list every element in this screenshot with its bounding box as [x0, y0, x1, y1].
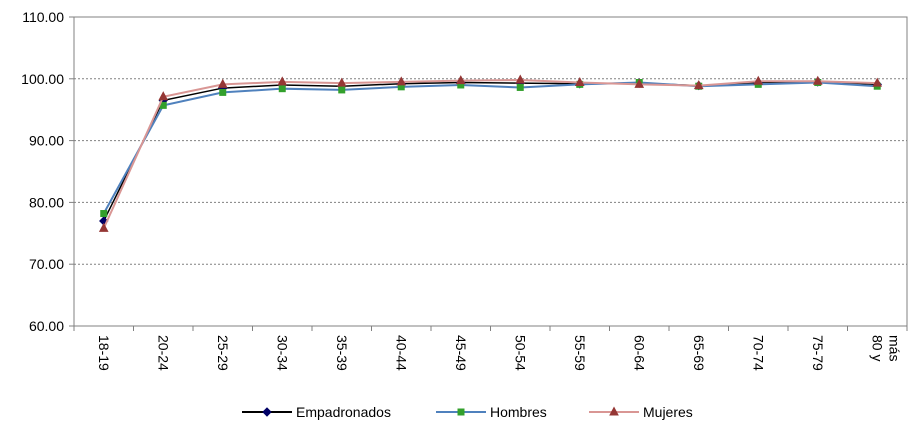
x-tick-label: 60-64: [631, 335, 647, 371]
x-tick-label: 18-19: [96, 335, 112, 371]
data-point: [516, 83, 524, 91]
x-tick-label: 80 ymás: [869, 335, 902, 361]
data-point: [872, 77, 883, 87]
series-line: [102, 81, 878, 215]
data-point: [693, 80, 704, 90]
x-tick-label: 45-49: [453, 335, 469, 371]
data-point: [574, 76, 585, 87]
series-line: [102, 79, 878, 229]
legend: Empadronados Hombres Mujeres: [242, 404, 693, 420]
y-tick-label: 100.00: [21, 71, 64, 87]
series-group: [98, 74, 883, 232]
y-tick-label: 70.00: [29, 256, 64, 272]
data-point: [217, 78, 228, 88]
data-point: [278, 85, 286, 93]
x-tick-label: 50-54: [512, 335, 528, 371]
data-point: [812, 75, 823, 85]
legend-label: Mujeres: [643, 404, 693, 420]
grid-lines: [74, 78, 907, 265]
data-point: [396, 76, 407, 86]
legend-label: Hombres: [490, 404, 547, 420]
data-point: [515, 74, 526, 84]
data-point: [277, 76, 288, 86]
x-tick-label: 55-59: [572, 335, 588, 371]
data-point: [753, 75, 764, 85]
plot-area-frame: [73, 16, 908, 327]
x-axis: 18-19 20-24 25-29 30-34 35-39 40-44 45-49 50-54…: [73, 326, 908, 371]
legend-marker: [609, 406, 619, 416]
y-tick-label: 110.00: [22, 9, 64, 25]
data-point: [455, 75, 466, 85]
series-hombres: [100, 79, 881, 218]
legend-marker: [262, 407, 272, 417]
data-point: [98, 222, 109, 232]
data-point: [336, 77, 347, 87]
series-mujeres: [98, 74, 883, 232]
data-point: [100, 210, 108, 218]
series-line: [103, 81, 878, 222]
data-point: [634, 78, 645, 88]
data-point: [338, 86, 346, 94]
y-tick-label: 90.00: [29, 133, 64, 149]
x-tick-label: 40-44: [393, 335, 409, 371]
x-tick-label: 25-29: [215, 335, 231, 371]
y-tick-label: 60.00: [29, 318, 64, 334]
x-tick-label: 35-39: [334, 335, 350, 371]
x-tick-label: 75-79: [810, 335, 826, 371]
x-tick-label: 30-34: [274, 335, 290, 371]
x-tick-label: 70-74: [750, 335, 766, 371]
data-point: [219, 88, 227, 96]
y-axis: 60.00 70.00 80.00 90.00 100.00 110.00: [21, 9, 74, 334]
x-tick-label: 65-69: [691, 335, 707, 371]
x-tick-label: 20-24: [155, 335, 171, 371]
legend-label: Empadronados: [296, 404, 391, 420]
legend-marker: [457, 408, 465, 416]
data-point: [158, 91, 169, 101]
y-tick-label: 80.00: [29, 194, 64, 210]
